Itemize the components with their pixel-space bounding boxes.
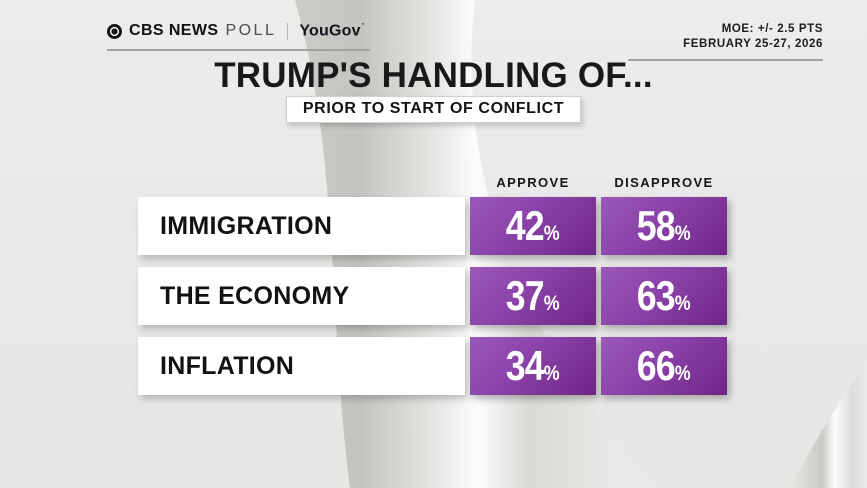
disapprove-value: 63: [637, 272, 676, 319]
disapprove-value-cell: 66%: [601, 337, 727, 395]
field-dates: FEBRUARY 25-27, 2026: [683, 37, 823, 50]
cbs-eye-icon: [107, 23, 122, 39]
disapprove-value: 58: [637, 202, 676, 249]
brand-yougov: YouGov’: [299, 22, 365, 40]
percent-sign: %: [675, 292, 691, 315]
table-body: IMMIGRATION 42% 58% THE ECONOMY 37% 63%: [138, 197, 727, 395]
percent-sign: %: [675, 222, 691, 245]
subtitle-badge: PRIOR TO START OF CONFLICT: [285, 96, 582, 123]
brand-lockup: CBS NEWS POLL YouGov’: [107, 22, 371, 52]
approve-value-cell: 34%: [470, 337, 596, 395]
percent-sign: %: [544, 362, 560, 385]
table-header-row: APPROVE DISAPPROVE: [138, 175, 727, 190]
percent-sign: %: [544, 292, 560, 315]
column-header-disapprove: DISAPPROVE: [614, 175, 714, 190]
row-label: THE ECONOMY: [138, 267, 465, 325]
brand-poll: POLL: [225, 22, 277, 40]
disapprove-value-cell: 63%: [601, 267, 727, 325]
poll-table: APPROVE DISAPPROVE IMMIGRATION 42% 58% T…: [138, 175, 727, 395]
row-label: INFLATION: [138, 337, 465, 395]
table-row-inflation: INFLATION 34% 66%: [138, 337, 727, 395]
approve-value-cell: 42%: [470, 197, 596, 255]
page-title: TRUMP'S HANDLING OF...: [214, 56, 653, 95]
brand-divider: [287, 22, 289, 40]
poll-meta: MOE: +/- 2.5 PTS FEBRUARY 25-27, 2026: [628, 22, 823, 61]
percent-sign: %: [675, 362, 691, 385]
percent-sign: %: [544, 222, 560, 245]
subtitle-wrap: PRIOR TO START OF CONFLICT: [0, 96, 867, 123]
table-row-economy: THE ECONOMY 37% 63%: [138, 267, 727, 325]
brand-cbs-news: CBS NEWS: [129, 22, 219, 40]
disapprove-value-cell: 58%: [601, 197, 727, 255]
header: CBS NEWS POLL YouGov’ MOE: +/- 2.5 PTS F…: [107, 22, 823, 61]
approve-value: 34: [506, 342, 545, 389]
row-label: IMMIGRATION: [138, 197, 465, 255]
approve-value: 37: [506, 272, 545, 319]
margin-of-error: MOE: +/- 2.5 PTS: [721, 23, 823, 35]
approve-value-cell: 37%: [470, 267, 596, 325]
disapprove-value: 66: [637, 342, 676, 389]
trademark-mark: ’: [361, 22, 365, 31]
approve-value: 42: [506, 202, 545, 249]
column-header-approve: APPROVE: [496, 175, 570, 190]
table-row-immigration: IMMIGRATION 42% 58%: [138, 197, 727, 255]
